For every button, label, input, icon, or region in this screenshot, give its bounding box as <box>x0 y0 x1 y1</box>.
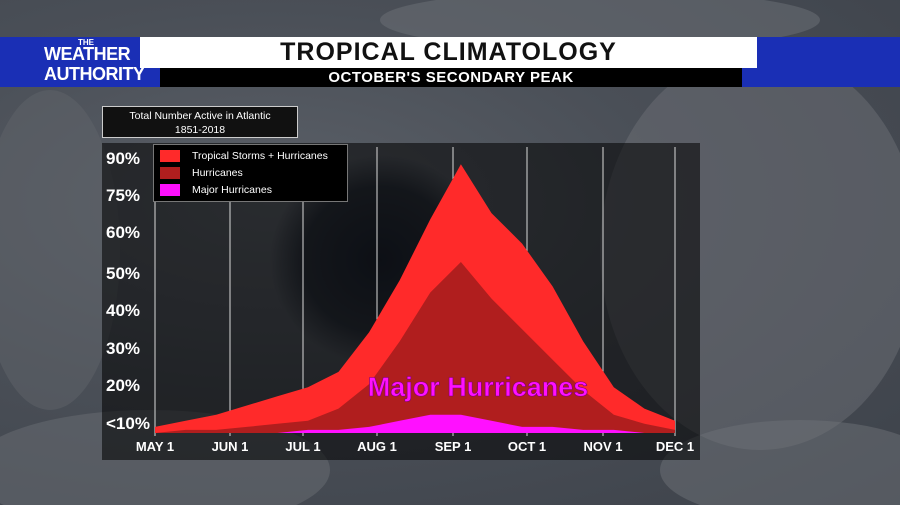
x-tick-label-2: JUL 1 <box>285 439 320 454</box>
info-box: Total Number Active in Atlantic 1851-201… <box>102 106 298 138</box>
legend-label-major: Major Hurricanes <box>192 184 272 196</box>
x-tick-label-6: NOV 1 <box>583 439 622 454</box>
x-tick-label-7: DEC 1 <box>656 439 694 454</box>
legend-swatch-major <box>160 184 180 196</box>
y-tick-label-5: 60% <box>106 223 140 242</box>
y-tick-label-4: 50% <box>106 264 140 283</box>
x-tick-label-1: JUN 1 <box>212 439 249 454</box>
info-line-2: 1851-2018 <box>174 124 226 136</box>
area-series-1 <box>155 262 675 433</box>
logo-line-1: WEATHER <box>44 44 131 64</box>
logo-small-text: THE <box>78 38 94 47</box>
y-tick-label-3: 40% <box>106 301 140 320</box>
station-logo: THE WEATHER AUTHORITY <box>0 37 145 87</box>
info-line-1: Total Number Active in Atlantic <box>129 110 271 122</box>
y-tick-label-1: 20% <box>106 376 140 395</box>
area-series-2 <box>155 414 675 433</box>
legend-item-hurricanes: Hurricanes <box>160 165 243 181</box>
chart-legend: Tropical Storms + Hurricanes Hurricanes … <box>153 144 348 202</box>
x-tick-label-4: SEP 1 <box>435 439 472 454</box>
x-tick-label-5: OCT 1 <box>508 439 546 454</box>
legend-item-major: Major Hurricanes <box>160 182 272 198</box>
legend-swatch-tropical <box>160 150 180 162</box>
logo-line-2: AUTHORITY <box>44 64 145 84</box>
y-tick-label-0: <10% <box>106 414 150 433</box>
x-tick-label-3: AUG 1 <box>357 439 397 454</box>
y-tick-label-2: 30% <box>106 339 140 358</box>
legend-item-tropical: Tropical Storms + Hurricanes <box>160 148 328 164</box>
legend-swatch-hurricanes <box>160 167 180 179</box>
annotation-major-hurricanes: Major Hurricanes <box>368 372 589 402</box>
x-tick-label-0: MAY 1 <box>136 439 174 454</box>
y-tick-label-6: 75% <box>106 186 140 205</box>
legend-label-hurricanes: Hurricanes <box>192 167 243 179</box>
legend-label-tropical: Tropical Storms + Hurricanes <box>192 150 328 162</box>
page-subtitle: OCTOBER'S SECONDARY PEAK <box>160 68 742 87</box>
y-tick-label-7: 90% <box>106 149 140 168</box>
page-title: TROPICAL CLIMATOLOGY <box>140 37 757 68</box>
